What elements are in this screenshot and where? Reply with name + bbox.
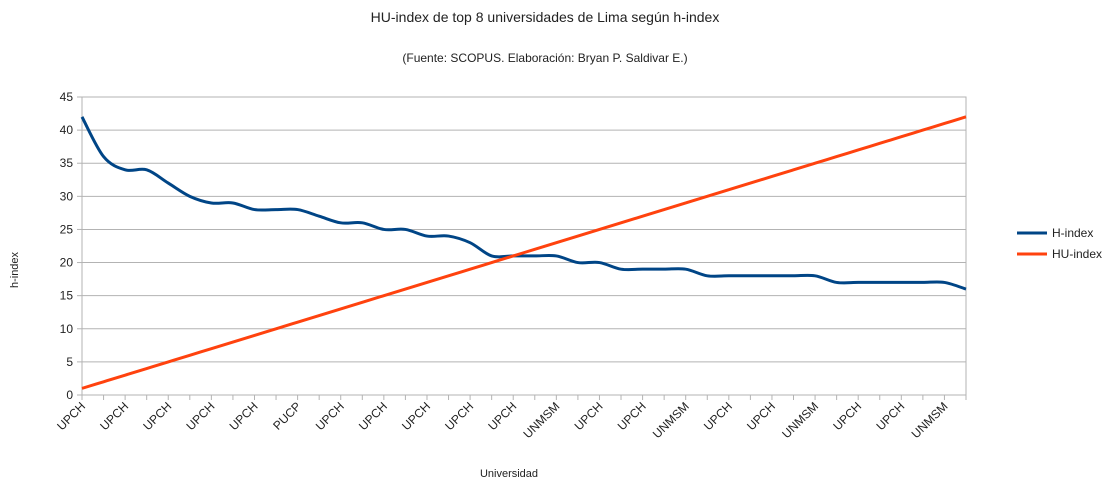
x-tick-label: UPCH [701, 399, 735, 433]
x-tick-label: UPCH [313, 399, 347, 433]
x-tick-label: UNMSM [779, 399, 821, 441]
y-tick-label: 5 [66, 355, 73, 369]
y-tick-label: 15 [60, 289, 74, 303]
y-axis-label: h-index [9, 251, 21, 288]
x-tick-label: UPCH [227, 399, 261, 433]
y-tick-label: 45 [60, 90, 74, 104]
x-tick-label: UPCH [54, 399, 88, 433]
x-tick-label: UPCH [572, 399, 606, 433]
y-tick-label: 40 [60, 123, 74, 137]
y-tick-label: 35 [60, 156, 74, 170]
legend-label: HU-index [1052, 247, 1102, 261]
x-tick-label: PUCP [270, 399, 303, 432]
x-axis-label: Universidad [480, 468, 538, 480]
x-tick-label: UPCH [356, 399, 390, 433]
x-tick-label: UPCH [615, 399, 649, 433]
y-tick-label: 20 [60, 256, 74, 270]
y-tick-label: 0 [66, 388, 73, 402]
y-tick-label: 30 [60, 189, 74, 203]
chart-title: HU-index de top 8 universidades de Lima … [371, 9, 720, 25]
x-tick-label: UNMSM [650, 399, 692, 441]
x-tick-label: UNMSM [909, 399, 951, 441]
x-tick-label: UPCH [744, 399, 778, 433]
y-tick-label: 10 [60, 322, 74, 336]
x-tick-label: UPCH [873, 399, 907, 433]
x-tick-label: UPCH [830, 399, 864, 433]
line-series [81, 115, 967, 390]
x-tick-label: UPCH [399, 399, 433, 433]
plot-border [81, 96, 967, 396]
line-series [80, 116, 967, 291]
chart-subtitle: (Fuente: SCOPUS. Elaboración: Bryan P. S… [402, 51, 687, 65]
x-tick-label: UPCH [140, 399, 174, 433]
x-tick-label: UPCH [442, 399, 476, 433]
x-tick-label: UPCH [97, 399, 131, 433]
y-tick-label: 25 [60, 222, 74, 236]
legend-label: H-index [1052, 226, 1093, 240]
x-tick-label: UPCH [485, 399, 519, 433]
x-tick-label: UPCH [184, 399, 218, 433]
x-tick-label: UNMSM [521, 399, 563, 441]
